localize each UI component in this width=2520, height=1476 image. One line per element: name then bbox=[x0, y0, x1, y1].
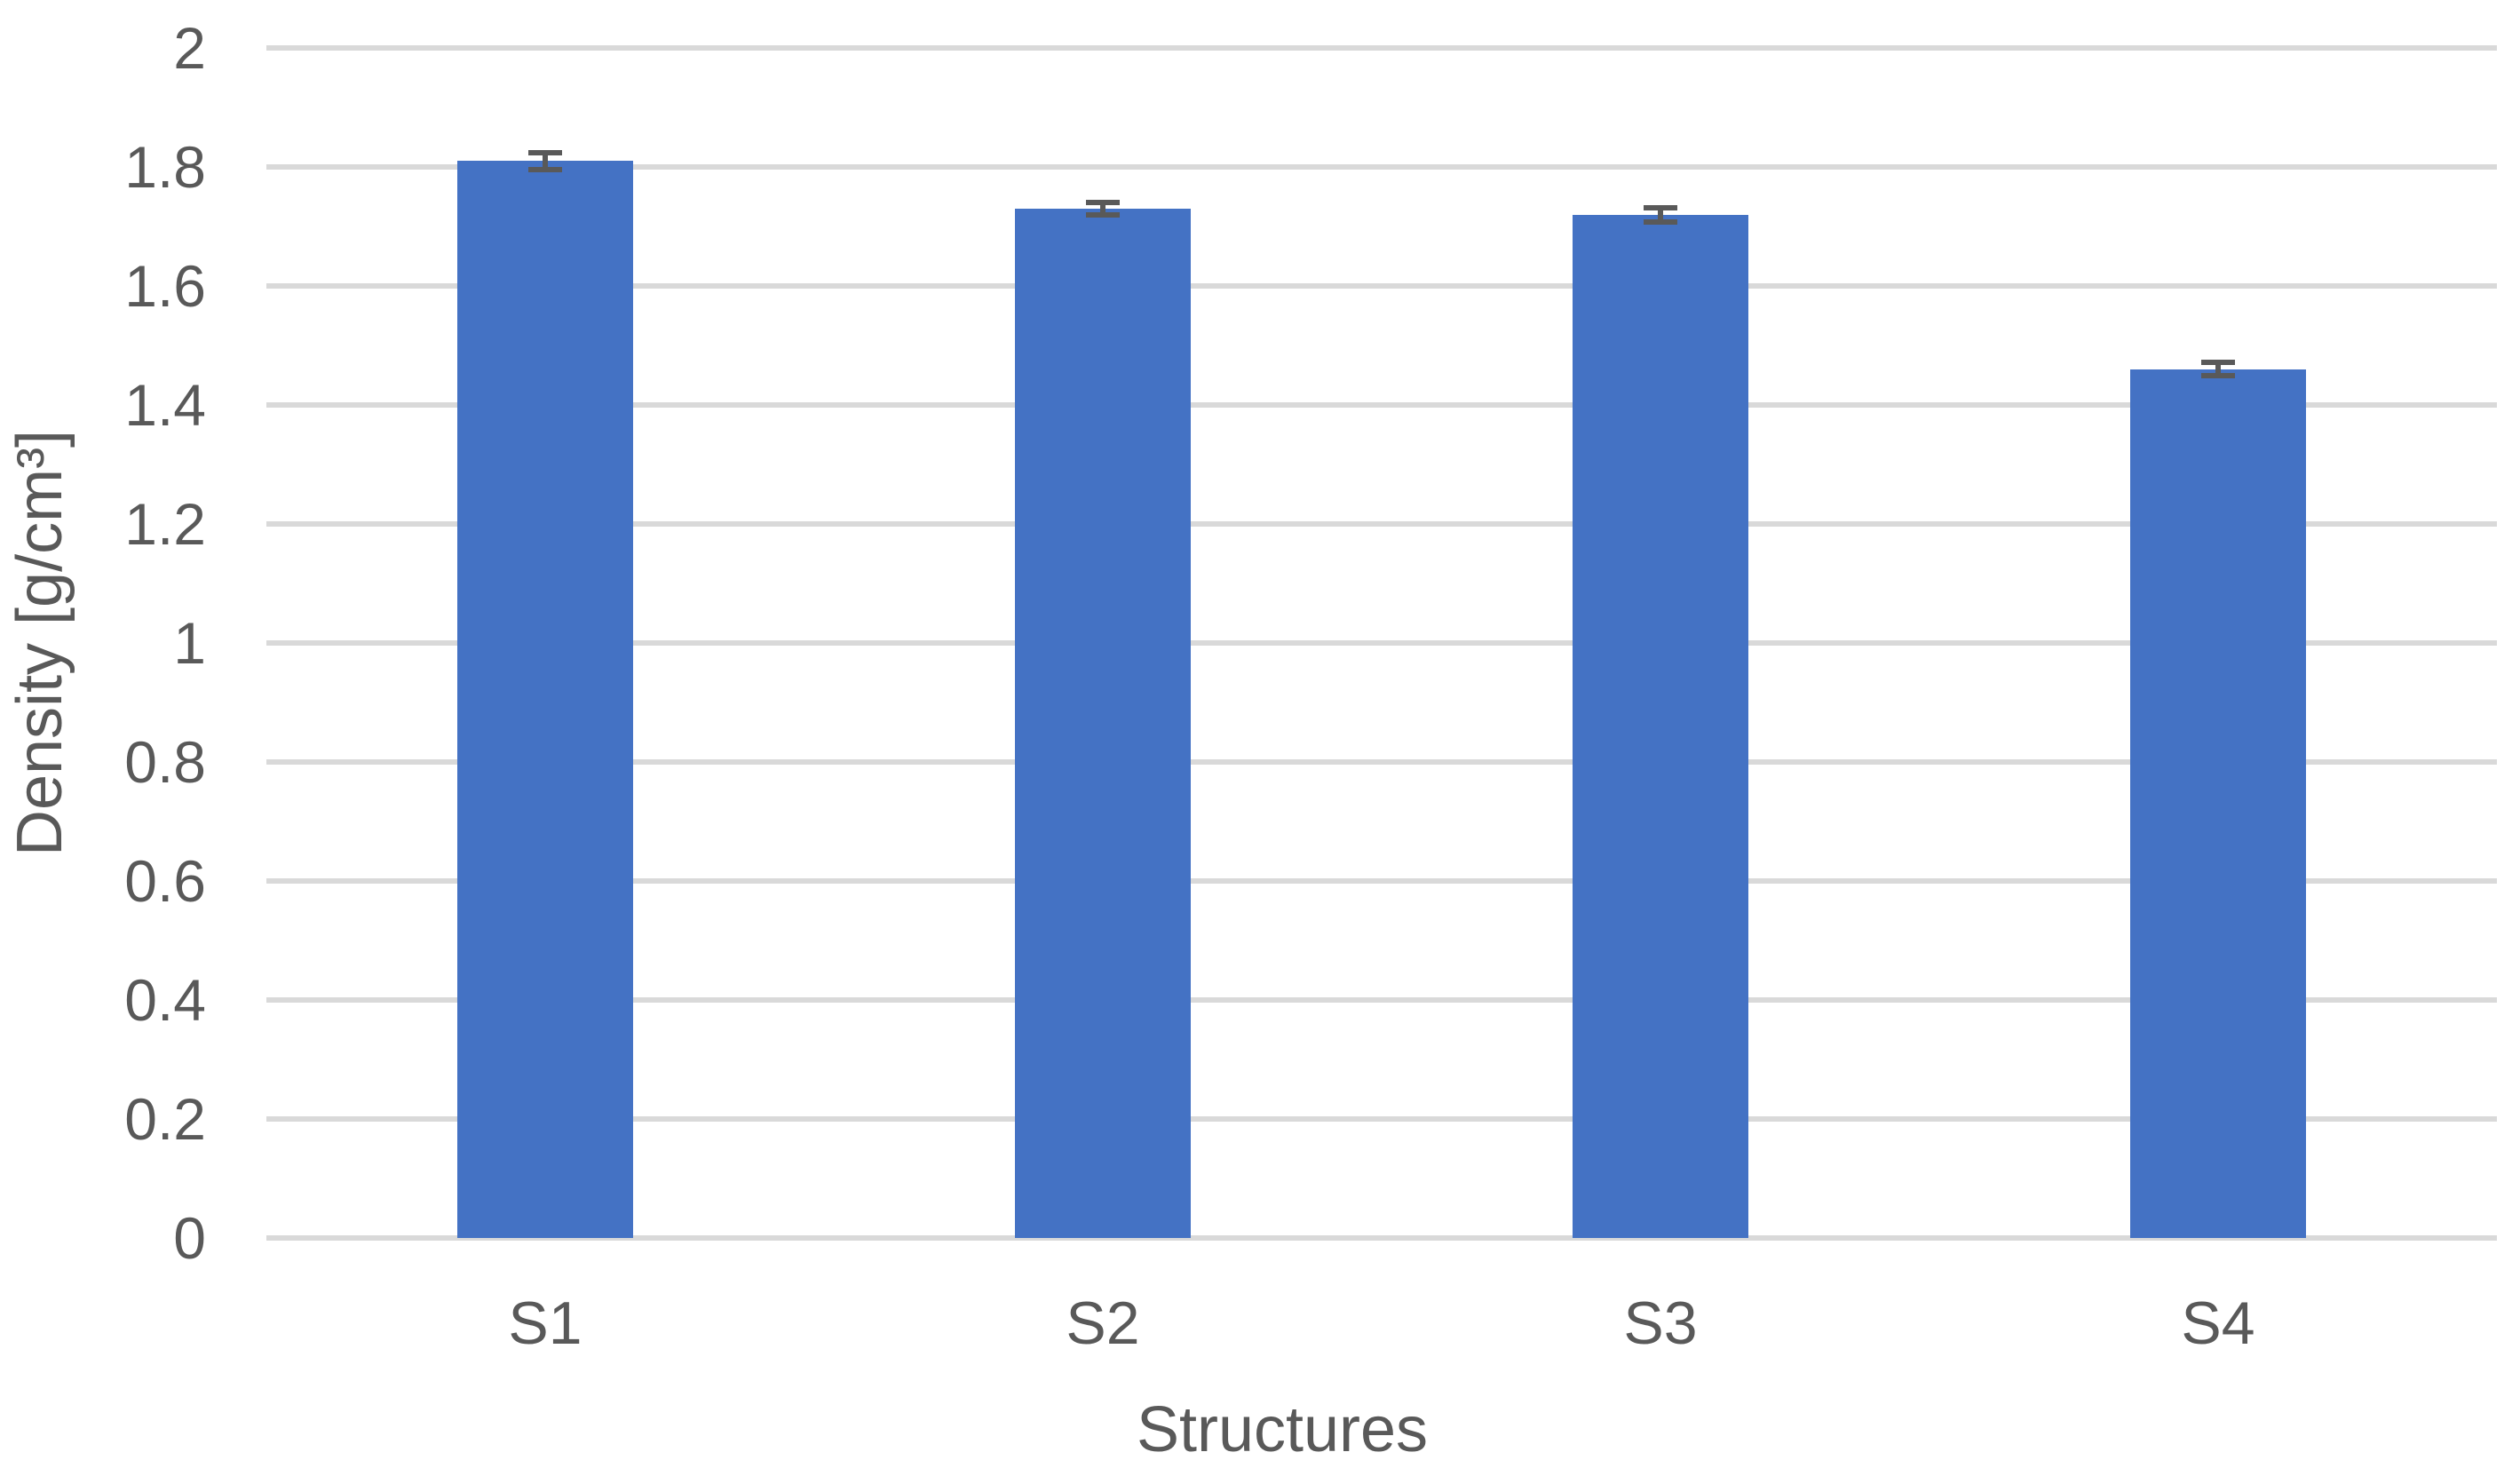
y-tick-label-2: 2 bbox=[173, 15, 206, 81]
gridline-y-0.4 bbox=[266, 997, 2497, 1003]
error-bar-cap bbox=[528, 166, 562, 172]
y-tick-label-1.4: 1.4 bbox=[124, 372, 206, 438]
gridline-y-1 bbox=[266, 640, 2497, 646]
y-tick-label-1.2: 1.2 bbox=[124, 491, 206, 557]
bar-s2 bbox=[1015, 208, 1191, 1238]
error-bar-cap bbox=[1644, 218, 1677, 225]
bar-s4 bbox=[2130, 369, 2306, 1238]
y-tick-label-0.4: 0.4 bbox=[124, 967, 206, 1033]
y-tick-label-1.8: 1.8 bbox=[124, 134, 206, 200]
error-bar-whisker bbox=[543, 152, 548, 170]
y-tick-label-1.6: 1.6 bbox=[124, 253, 206, 319]
y-tick-label-0.6: 0.6 bbox=[124, 848, 206, 914]
bar-s1 bbox=[457, 161, 633, 1238]
gridline-y-0 bbox=[266, 1235, 2497, 1241]
gridline-y-0.6 bbox=[266, 878, 2497, 884]
x-tick-label-s4: S4 bbox=[2181, 1290, 2255, 1357]
y-tick-label-0.8: 0.8 bbox=[124, 729, 206, 795]
error-bar-cap bbox=[1086, 211, 1120, 218]
error-bar-whisker bbox=[2215, 362, 2221, 377]
gridline-y-1.6 bbox=[266, 283, 2497, 289]
y-axis-title: Density [g/cm³] bbox=[4, 429, 75, 857]
gridline-y-0.2 bbox=[266, 1116, 2497, 1122]
error-bar-whisker bbox=[1100, 202, 1105, 215]
y-tick-label-0.2: 0.2 bbox=[124, 1086, 206, 1152]
y-tick-label-1: 1 bbox=[173, 610, 206, 676]
gridline-y-1.4 bbox=[266, 402, 2497, 408]
x-tick-label-s1: S1 bbox=[508, 1290, 582, 1357]
gridline-y-1.2 bbox=[266, 521, 2497, 527]
gridline-y-0.8 bbox=[266, 759, 2497, 765]
gridline-y-2 bbox=[266, 45, 2497, 51]
x-tick-label-s3: S3 bbox=[1623, 1290, 1698, 1357]
y-tick-label-0: 0 bbox=[173, 1205, 206, 1271]
error-bar-cap bbox=[2201, 373, 2235, 379]
bar-s3 bbox=[1573, 214, 1748, 1238]
gridline-y-1.8 bbox=[266, 164, 2497, 170]
error-bar-whisker bbox=[1658, 207, 1663, 222]
x-tick-label-s2: S2 bbox=[1066, 1290, 1140, 1357]
x-axis-title: Structures bbox=[1136, 1394, 1429, 1465]
